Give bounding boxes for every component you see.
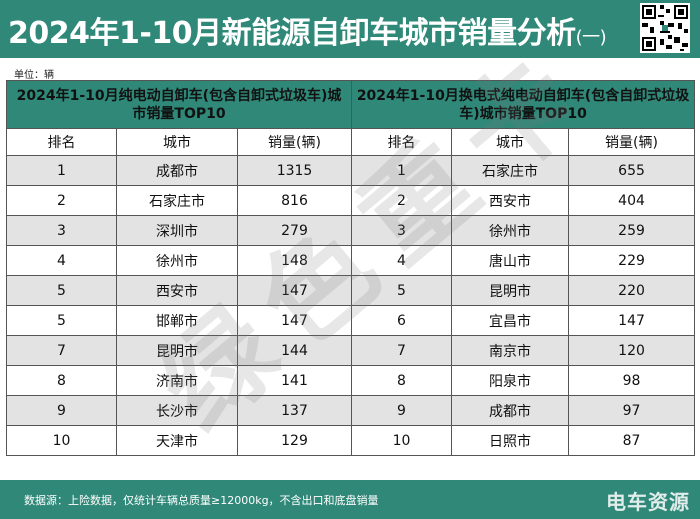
page-title-suffix: (一) [575,27,607,48]
left-rank-cell: 7 [6,335,117,366]
footer-bar: 数据源：上险数据，仅统计车辆总质量≥12000kg，不含出口和底盘销量 电车资源 [0,480,700,519]
left-col-sales-header: 销量(辆) [236,128,353,156]
left-table-title: 2024年1-10月纯电动自卸车(包含自卸式垃圾车)城市销量TOP10 [5,80,353,129]
left-sales-cell: 137 [236,395,353,426]
table-row: 5 邯郸市 147 6 宜昌市 147 [6,305,696,336]
left-sales-cell: 279 [236,215,353,246]
right-rank-cell: 4 [351,245,453,276]
left-rank-cell: 1 [6,155,117,186]
right-city-cell: 唐山市 [451,245,570,276]
left-rank-cell: 4 [6,245,117,276]
right-sales-cell: 120 [568,335,696,366]
left-sales-cell: 129 [236,425,353,456]
right-city-cell: 南京市 [451,335,570,366]
right-col-city-header: 城市 [451,128,570,156]
header-banner: 2024年1-10月新能源自卸车城市销量分析(一) [0,0,700,58]
table-row: 10 天津市 129 10 日照市 87 [6,425,696,456]
right-rank-cell: 3 [351,215,453,246]
qr-code-icon [640,3,690,53]
left-city-cell: 深圳市 [116,215,238,246]
left-rank-cell: 9 [6,395,117,426]
left-sales-cell: 148 [236,245,353,276]
unit-label: 单位：辆 [14,70,54,81]
left-city-cell: 天津市 [116,425,238,456]
left-city-cell: 长沙市 [116,395,238,426]
left-col-rank-header: 排名 [6,128,117,156]
right-city-cell: 西安市 [451,185,570,216]
left-city-cell: 西安市 [116,275,238,306]
right-col-sales-header: 销量(辆) [568,128,696,156]
left-rank-cell: 10 [6,425,117,456]
table-row: 8 济南市 141 8 阳泉市 98 [6,365,696,396]
left-rank-cell: 5 [6,275,117,306]
right-city-cell: 石家庄市 [451,155,570,186]
right-sales-cell: 259 [568,215,696,246]
left-city-cell: 徐州市 [116,245,238,276]
right-sales-cell: 147 [568,305,696,336]
left-rank-cell: 2 [6,185,117,216]
right-rank-cell: 7 [351,335,453,366]
table-row: 4 徐州市 148 4 唐山市 229 [6,245,696,276]
page-title-text: 2024年1-10月新能源自卸车城市销量分析 [8,16,576,51]
right-city-cell: 成都市 [451,395,570,426]
right-rank-cell: 8 [351,365,453,396]
right-city-cell: 日照市 [451,425,570,456]
left-sales-cell: 144 [236,335,353,366]
sales-table: 2024年1-10月纯电动自卸车(包含自卸式垃圾车)城市销量TOP10 2024… [5,80,696,456]
right-rank-cell: 10 [351,425,453,456]
data-source-note: 数据源：上险数据，仅统计车辆总质量≥12000kg，不含出口和底盘销量 [24,494,379,507]
left-city-cell: 济南市 [116,365,238,396]
right-sales-cell: 97 [568,395,696,426]
right-sales-cell: 87 [568,425,696,456]
right-city-cell: 徐州市 [451,215,570,246]
left-city-cell: 石家庄市 [116,185,238,216]
left-rank-cell: 3 [6,215,117,246]
right-table-title: 2024年1-10月换电式纯电动自卸车(包含自卸式垃圾车)城市销量TOP10 [351,80,696,129]
left-col-city-header: 城市 [116,128,238,156]
right-sales-cell: 229 [568,245,696,276]
page-title: 2024年1-10月新能源自卸车城市销量分析(一) [8,8,607,52]
right-rank-cell: 6 [351,305,453,336]
left-sales-cell: 816 [236,185,353,216]
left-sales-cell: 141 [236,365,353,396]
right-sales-cell: 220 [568,275,696,306]
right-sales-cell: 404 [568,185,696,216]
right-city-cell: 昆明市 [451,275,570,306]
left-rank-cell: 8 [6,365,117,396]
left-city-cell: 成都市 [116,155,238,186]
left-sales-cell: 147 [236,275,353,306]
right-sales-cell: 98 [568,365,696,396]
right-sales-cell: 655 [568,155,696,186]
right-city-cell: 宜昌市 [451,305,570,336]
table-row: 5 西安市 147 5 昆明市 220 [6,275,696,306]
left-sales-cell: 1315 [236,155,353,186]
table-row: 3 深圳市 279 3 徐州市 259 [6,215,696,246]
right-rank-cell: 1 [351,155,453,186]
right-rank-cell: 2 [351,185,453,216]
right-col-rank-header: 排名 [351,128,453,156]
table-row: 9 长沙市 137 9 成都市 97 [6,395,696,426]
left-sales-cell: 147 [236,305,353,336]
table-row: 2 石家庄市 816 2 西安市 404 [6,185,696,216]
right-rank-cell: 9 [351,395,453,426]
table-row: 1 成都市 1315 1 石家庄市 655 [6,155,696,186]
left-city-cell: 邯郸市 [116,305,238,336]
table-row: 7 昆明市 144 7 南京市 120 [6,335,696,366]
brand-logo: 电车资源 [606,490,690,514]
left-city-cell: 昆明市 [116,335,238,366]
right-city-cell: 阳泉市 [451,365,570,396]
left-rank-cell: 5 [6,305,117,336]
sales-table-container: 2024年1-10月纯电动自卸车(包含自卸式垃圾车)城市销量TOP10 2024… [5,80,696,460]
right-rank-cell: 5 [351,275,453,306]
